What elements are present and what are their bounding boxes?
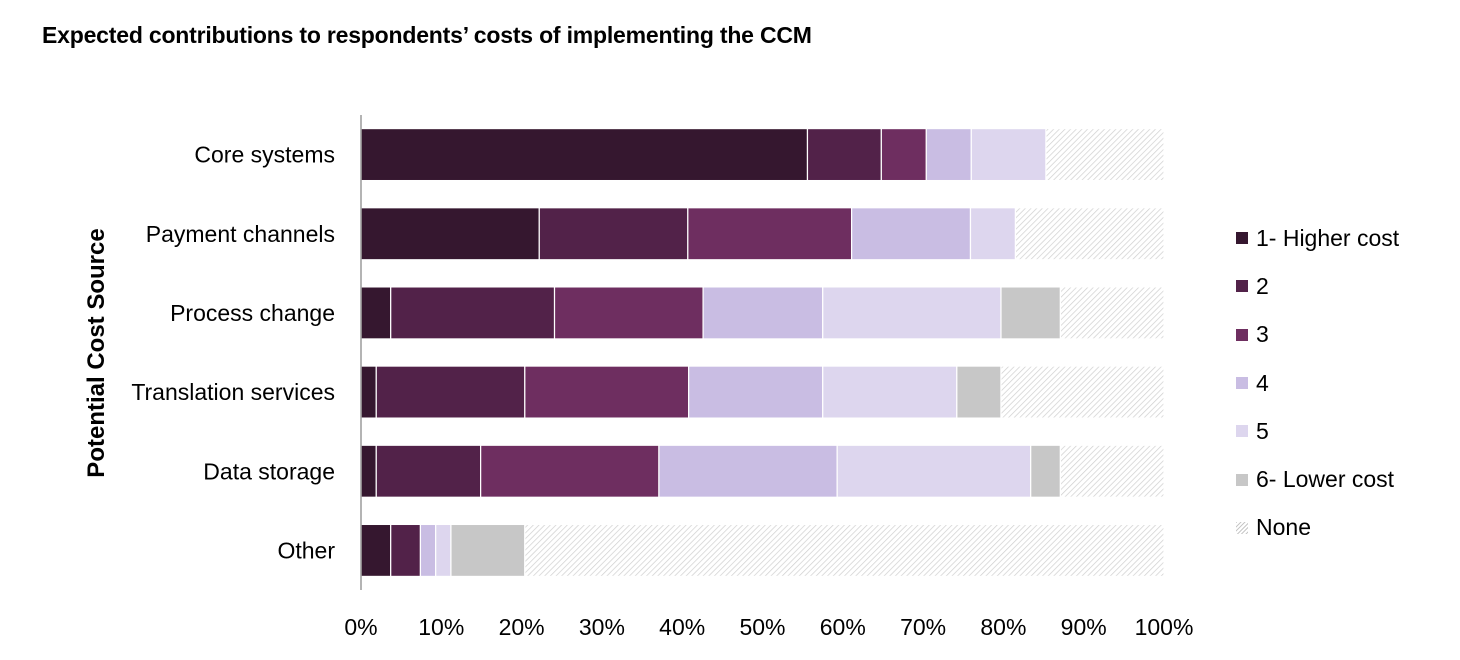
category-label: Payment channels xyxy=(146,221,335,247)
legend-label: 3 xyxy=(1256,321,1269,348)
category-label: Other xyxy=(277,537,335,563)
bar-segment-1-2 xyxy=(806,127,882,182)
bar-segment-4-1 xyxy=(360,365,377,419)
legend-swatch xyxy=(1236,280,1248,293)
x-tick-label: 0% xyxy=(344,614,377,640)
legend-item: 2 xyxy=(1236,262,1399,310)
legend-label: 1- Higher cost xyxy=(1256,224,1400,251)
legend-item: None xyxy=(1236,504,1399,552)
legend-label: 4 xyxy=(1256,369,1269,396)
legend-item: 4 xyxy=(1236,359,1399,407)
bar-segment-6-5 xyxy=(435,523,452,578)
bar-segment-2-1 xyxy=(360,207,540,261)
category-label: Translation services xyxy=(131,379,335,405)
chart-legend: 1- Higher cost 2 3 4 5 6- Lower cost None xyxy=(1236,214,1399,552)
x-tick-label: 10% xyxy=(418,614,464,640)
bar-segment-6-1 xyxy=(360,523,392,578)
bar-segment-3-4 xyxy=(702,286,824,340)
bar-segment-3-1 xyxy=(360,286,392,340)
legend-swatch xyxy=(1236,377,1248,390)
bar-segment-2-2 xyxy=(538,207,689,261)
y-axis-title: Potential Cost Source xyxy=(83,228,110,477)
x-tick-label: 20% xyxy=(499,614,545,640)
bar-segment-4-3 xyxy=(524,365,690,419)
bar-segment-6-4 xyxy=(419,523,437,578)
legend-label: 2 xyxy=(1256,272,1269,299)
x-tick-label: 80% xyxy=(980,614,1026,640)
legend-item: 3 xyxy=(1236,311,1399,359)
bar-segment-6-2 xyxy=(390,523,422,578)
legend-swatch xyxy=(1236,473,1248,486)
bar-segment-1-4 xyxy=(925,127,972,182)
x-tick-label: 90% xyxy=(1061,614,1107,640)
category-label: Core systems xyxy=(194,142,335,168)
bar-segment-3-6 xyxy=(1000,286,1062,340)
bar-segment-2-4 xyxy=(851,207,972,261)
bar-segment-5-7 xyxy=(1059,444,1165,498)
bars-layer xyxy=(360,127,1165,578)
legend-label: None xyxy=(1256,514,1311,541)
bar-segment-3-7 xyxy=(1059,286,1165,340)
x-tick-label: 70% xyxy=(900,614,946,640)
x-tick-label: 100% xyxy=(1135,614,1194,640)
bar-segment-2-7 xyxy=(1014,207,1165,261)
bar-segment-4-2 xyxy=(375,365,526,419)
legend-item: 5 xyxy=(1236,407,1399,455)
bar-segment-5-1 xyxy=(360,444,377,498)
bar-segment-4-6 xyxy=(956,365,1002,419)
x-tick-label: 30% xyxy=(579,614,625,640)
legend-item: 1- Higher cost xyxy=(1236,214,1399,262)
bar-segment-1-3 xyxy=(880,127,927,182)
bar-segment-5-6 xyxy=(1030,444,1062,498)
bar-segment-1-7 xyxy=(1045,127,1165,182)
bar-segment-4-5 xyxy=(822,365,958,419)
legend-swatch xyxy=(1236,425,1248,438)
bar-segment-2-3 xyxy=(687,207,853,261)
legend-item: 6- Lower cost xyxy=(1236,455,1399,503)
bar-segment-6-7 xyxy=(524,523,1165,578)
bar-segment-5-2 xyxy=(375,444,482,498)
bar-segment-3-3 xyxy=(553,286,704,340)
x-tick-label: 60% xyxy=(820,614,866,640)
bar-segment-5-3 xyxy=(480,444,660,498)
bar-segment-2-5 xyxy=(969,207,1017,261)
bar-segment-3-2 xyxy=(390,286,556,340)
legend-swatch xyxy=(1236,232,1248,245)
x-tick-label: 40% xyxy=(659,614,705,640)
x-tick-label: 50% xyxy=(739,614,785,640)
category-label: Process change xyxy=(170,300,335,326)
labels-layer: Core systems Payment channels Process chan… xyxy=(83,142,1193,640)
legend-label: 5 xyxy=(1256,417,1269,444)
legend-swatch xyxy=(1236,521,1248,534)
legend-swatch xyxy=(1236,328,1248,341)
bar-segment-1-5 xyxy=(970,127,1047,182)
bar-segment-5-4 xyxy=(658,444,838,498)
bar-segment-6-6 xyxy=(450,523,526,578)
bar-segment-3-5 xyxy=(822,286,1002,340)
category-label: Data storage xyxy=(203,458,335,484)
legend-label: 6- Lower cost xyxy=(1256,466,1395,493)
bar-segment-4-7 xyxy=(1000,365,1165,419)
bar-segment-4-4 xyxy=(688,365,824,419)
bar-segment-5-5 xyxy=(836,444,1032,498)
bar-segment-1-1 xyxy=(360,127,809,182)
chart-title: Expected contributions to respondents’ c… xyxy=(42,22,812,48)
